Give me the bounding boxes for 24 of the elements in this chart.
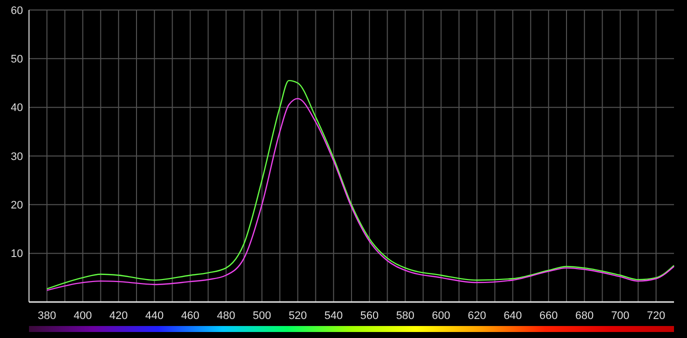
x-tick-label: 440 bbox=[145, 310, 164, 322]
x-tick-label: 540 bbox=[324, 310, 343, 322]
x-tick-label: 480 bbox=[216, 310, 236, 322]
x-tick-label: 600 bbox=[432, 310, 450, 322]
x-tick-label: 660 bbox=[539, 310, 558, 322]
x-tick-label: 500 bbox=[252, 310, 272, 322]
x-tick-label: 560 bbox=[360, 310, 379, 322]
x-tick-label: 720 bbox=[646, 310, 666, 322]
x-tick-label: 580 bbox=[396, 310, 414, 322]
x-tick-label: 460 bbox=[181, 310, 200, 322]
x-tick-label: 620 bbox=[468, 310, 486, 322]
x-tick-label: 680 bbox=[575, 310, 594, 322]
x-tick-label: 380 bbox=[38, 310, 56, 322]
x-tick-label: 640 bbox=[504, 310, 522, 322]
y-tick-label: 30 bbox=[10, 150, 23, 163]
y-tick-label: 50 bbox=[10, 54, 23, 66]
y-tick-label: 10 bbox=[10, 248, 23, 260]
y-tick-label: 40 bbox=[10, 102, 23, 114]
x-tick-label: 520 bbox=[288, 310, 307, 322]
x-tick-label: 420 bbox=[109, 310, 128, 322]
y-tick-label: 20 bbox=[10, 200, 23, 212]
x-tick-label: 400 bbox=[74, 310, 92, 322]
y-tick-label: 60 bbox=[10, 4, 23, 17]
x-tick-label: 700 bbox=[611, 310, 630, 322]
